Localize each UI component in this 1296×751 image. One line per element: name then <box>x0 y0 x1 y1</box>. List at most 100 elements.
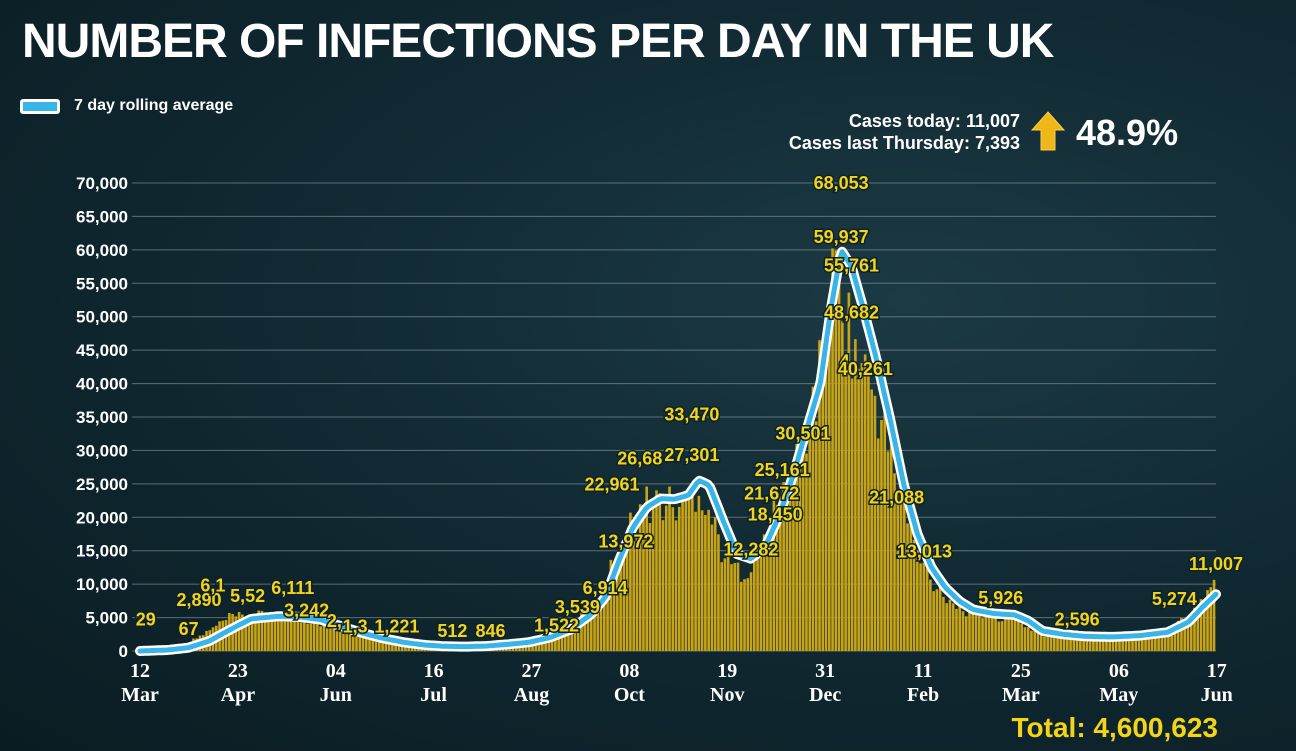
daily-bar <box>642 507 645 651</box>
daily-bar <box>687 498 691 651</box>
daily-bar <box>1206 590 1209 651</box>
cases-last-value: 7,393 <box>974 133 1020 153</box>
data-label: 846 <box>476 621 506 641</box>
daily-bar <box>593 606 596 651</box>
daily-bar <box>964 616 968 651</box>
cases-last-label: Cases last Thursday: <box>788 133 970 153</box>
data-label: 3,242 <box>284 600 329 620</box>
x-tick-day: 08 <box>619 660 639 682</box>
daily-bar <box>573 617 577 651</box>
ticks-layer: 0 5,000 10,000 15,000 20,000 25,000 30,000 35,0… <box>76 174 1233 706</box>
daily-bar <box>645 486 648 651</box>
total-cases: Total: 4,600,623 <box>1011 712 1218 743</box>
daily-bar <box>322 623 326 651</box>
daily-bar <box>391 641 394 651</box>
daily-bar <box>547 635 551 651</box>
daily-bar <box>1167 627 1170 651</box>
daily-bar <box>619 557 622 651</box>
daily-bar <box>1049 634 1053 651</box>
cases-today-label: Cases today: <box>848 111 961 131</box>
daily-bar <box>1173 628 1177 651</box>
data-label: 3,539 <box>555 597 600 617</box>
bars-layer <box>140 248 1216 652</box>
cases-last-row: Cases last Thursday: 7,393 <box>789 132 1020 154</box>
daily-bar <box>854 339 857 651</box>
daily-bar <box>550 635 554 651</box>
data-label: 21,672 <box>744 483 799 503</box>
daily-bar <box>991 611 994 651</box>
daily-bar <box>730 564 733 651</box>
daily-bar <box>325 623 329 651</box>
daily-bar <box>267 617 270 651</box>
daily-bar <box>987 616 991 651</box>
daily-bar <box>984 617 988 651</box>
daily-bar <box>289 618 293 651</box>
daily-bar <box>1163 630 1167 651</box>
daily-bar <box>348 634 352 651</box>
daily-bar <box>603 593 606 651</box>
daily-bar <box>254 615 257 651</box>
daily-bar <box>880 420 883 651</box>
data-label: 59,937 <box>814 227 869 247</box>
daily-bar <box>664 505 668 651</box>
x-tick-day: 27 <box>522 660 542 682</box>
daily-bar <box>299 622 303 651</box>
y-tick-label: 60,000 <box>76 241 128 260</box>
data-label: 26,68 <box>617 448 662 468</box>
y-tick-label: 55,000 <box>76 274 128 293</box>
daily-bar <box>567 629 570 651</box>
x-tick-month: Nov <box>710 684 744 706</box>
daily-bar <box>876 438 880 651</box>
daily-bar <box>1085 638 1089 651</box>
daily-bar <box>678 506 681 651</box>
daily-bar <box>560 628 564 651</box>
y-tick-label: 70,000 <box>76 174 128 193</box>
daily-bar <box>814 421 818 651</box>
daily-bar <box>668 486 671 651</box>
rolling-average-line <box>137 249 1219 654</box>
daily-bar <box>795 443 798 651</box>
daily-bar <box>713 516 717 651</box>
daily-bar <box>1020 623 1023 651</box>
daily-bar <box>935 589 939 651</box>
daily-bar <box>860 363 864 651</box>
daily-bar <box>651 503 655 651</box>
daily-bar <box>632 541 635 651</box>
daily-bar <box>1124 635 1128 651</box>
daily-bar <box>886 451 890 651</box>
daily-bar <box>929 579 932 651</box>
daily-bar <box>811 386 815 651</box>
daily-bar <box>1131 636 1134 651</box>
daily-bar <box>827 324 831 651</box>
data-label: 67 <box>179 619 199 639</box>
daily-bar <box>1176 620 1180 651</box>
cases-change-percent: 48.9% <box>1076 112 1179 153</box>
daily-bar <box>997 621 1001 651</box>
page-title: NUMBER OF INFECTIONS PER DAY IN THE UK <box>22 15 1054 68</box>
daily-bar <box>808 426 812 651</box>
daily-bar <box>368 636 371 651</box>
daily-bar <box>1043 636 1046 651</box>
daily-bar <box>1202 601 1206 651</box>
daily-bar <box>1079 638 1082 651</box>
data-label: 5,274 <box>1152 589 1197 609</box>
daily-bar <box>1000 621 1004 651</box>
daily-bar <box>955 608 958 651</box>
data-label: 6,111 <box>271 578 314 598</box>
daily-bar <box>772 500 776 651</box>
daily-bar <box>1196 607 1200 651</box>
y-tick-label: 45,000 <box>76 341 128 360</box>
daily-bar <box>739 581 743 651</box>
daily-bar <box>867 360 870 651</box>
daily-bar <box>1052 635 1056 651</box>
daily-bar <box>1013 616 1017 651</box>
daily-bar <box>1095 638 1098 651</box>
daily-bar <box>1183 622 1186 651</box>
daily-bar <box>1033 630 1037 651</box>
data-label: 22,961 <box>585 475 640 495</box>
daily-bar <box>1088 637 1092 651</box>
daily-bar <box>1193 607 1196 651</box>
data-label: 1,522 <box>534 616 579 636</box>
daily-bar <box>932 591 935 651</box>
daily-bar <box>374 637 378 651</box>
